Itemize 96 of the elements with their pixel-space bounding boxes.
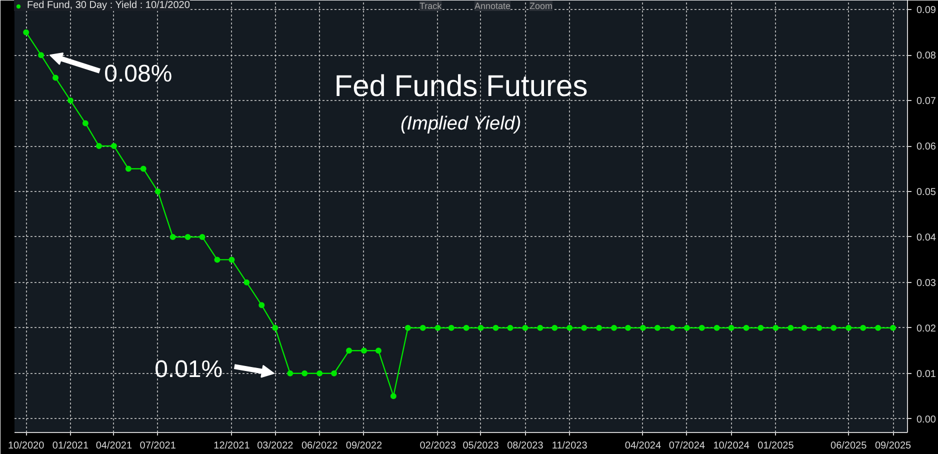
point	[728, 324, 734, 331]
point	[316, 370, 323, 376]
x-tick-label: 05/2023	[462, 440, 500, 452]
point	[552, 324, 558, 331]
point	[830, 324, 837, 331]
point	[390, 393, 396, 400]
point	[258, 302, 265, 308]
point	[420, 324, 426, 331]
point	[375, 348, 382, 354]
point	[890, 324, 896, 331]
point	[507, 324, 514, 331]
point	[346, 348, 352, 354]
point	[448, 324, 454, 331]
y-tick-label: 0.00	[916, 414, 936, 426]
point	[714, 324, 720, 331]
point	[758, 324, 764, 331]
y-tick-label: 0.01	[916, 368, 936, 380]
x-tick-label: 09/2025	[874, 440, 912, 452]
point	[67, 98, 74, 104]
x-tick-label: 09/2022	[346, 440, 382, 452]
point	[743, 324, 750, 331]
x-tick-label: 07/2024	[668, 440, 706, 452]
point	[625, 324, 632, 331]
y-tick-label: 0.06	[916, 142, 936, 153]
point	[244, 279, 250, 286]
point	[154, 188, 161, 194]
x-tick-label: 06/2022	[301, 440, 338, 452]
point	[125, 166, 132, 172]
x-tick-label: 01/2025	[758, 440, 794, 452]
x-tick-label: 07/2021	[140, 440, 176, 452]
point	[801, 324, 808, 331]
point	[611, 324, 618, 331]
point	[875, 324, 882, 331]
point	[23, 29, 30, 36]
text: (Implied Yield)	[400, 114, 522, 135]
x-tick-label: 02/2023	[420, 440, 456, 452]
x-tick-label: 01/2021	[52, 440, 90, 452]
point	[537, 324, 544, 331]
point	[140, 166, 146, 172]
point	[434, 324, 441, 331]
point	[302, 370, 308, 376]
point	[214, 256, 220, 263]
point	[52, 74, 59, 81]
x-tick-label: 11/2023	[552, 440, 588, 452]
point	[184, 234, 191, 240]
annotation: Track	[420, 0, 442, 11]
point	[404, 324, 411, 331]
point	[272, 324, 278, 331]
x-tick-label: 04/2021	[96, 440, 132, 452]
y-tick-label: 0.05	[916, 186, 936, 198]
text: Fed Funds Futures	[334, 70, 588, 103]
point	[287, 370, 294, 376]
point	[698, 324, 705, 331]
point	[596, 324, 602, 331]
point	[846, 324, 852, 331]
point	[463, 324, 470, 331]
annotation: Annotate	[474, 0, 511, 11]
y-tick-label: 0.09	[916, 5, 936, 16]
x-tick-label: 08/2023	[507, 440, 544, 452]
point	[772, 324, 779, 331]
annotation: 0.01%	[154, 356, 223, 384]
x-tick-label: 10/2024	[713, 440, 750, 452]
point	[110, 143, 117, 150]
y-tick-label: 0.04	[916, 232, 936, 244]
legend-label: Fed Fund, 30 Day : Yield : 10/1/2020	[27, 0, 190, 11]
point	[788, 324, 794, 331]
point	[581, 324, 588, 331]
point	[360, 348, 367, 354]
y-tick-label: 0.03	[916, 278, 936, 289]
point	[38, 52, 44, 58]
point	[669, 324, 676, 331]
x-tick-label: 12/2021	[214, 440, 250, 452]
point	[566, 324, 573, 331]
point	[228, 256, 235, 263]
y-tick-label: 0.08	[916, 50, 936, 62]
point	[640, 324, 646, 331]
x-tick-label: 04/2024	[624, 440, 662, 452]
point	[816, 324, 822, 331]
point	[96, 143, 102, 150]
annotation: Zoom	[530, 0, 553, 11]
x-tick-label: 10/2020	[8, 440, 45, 452]
point	[331, 370, 338, 376]
x-tick-label: 03/2022	[257, 440, 294, 452]
point	[199, 234, 206, 240]
point	[860, 324, 866, 331]
point	[684, 324, 690, 331]
point	[478, 324, 484, 331]
y-tick-label: 0.07	[916, 96, 936, 108]
point	[82, 120, 88, 126]
y-tick-label: 0.02	[916, 323, 936, 334]
x-tick-label: 06/2025	[830, 440, 868, 452]
point	[522, 324, 528, 331]
point	[170, 234, 176, 240]
point	[654, 324, 660, 331]
annotation: 0.08%	[104, 60, 172, 88]
point	[492, 324, 499, 331]
